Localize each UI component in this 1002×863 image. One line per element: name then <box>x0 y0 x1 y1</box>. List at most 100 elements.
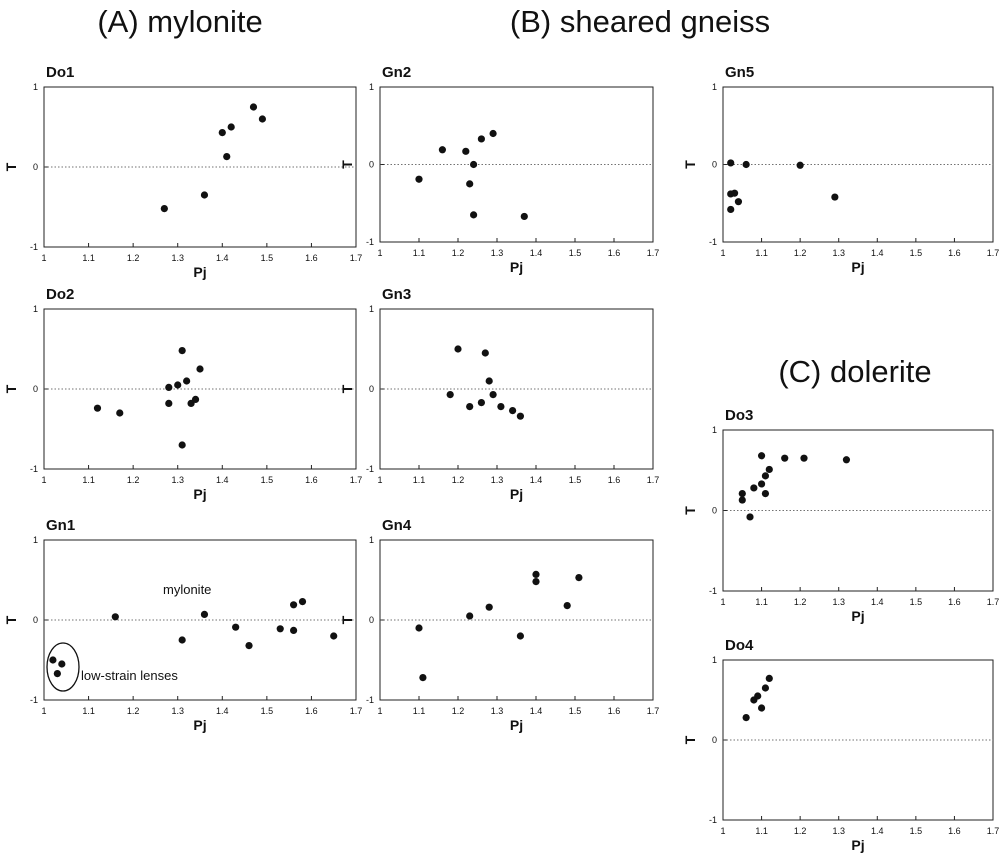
panel-title: Gn4 <box>382 517 412 534</box>
y-axis-label: T <box>339 384 355 393</box>
x-tick-label: 1.5 <box>261 706 274 716</box>
data-point <box>477 399 485 407</box>
data-point <box>746 513 754 521</box>
data-point <box>842 456 851 464</box>
x-tick-label: 1.2 <box>794 597 807 607</box>
data-point <box>200 610 209 619</box>
x-tick-label: 1.7 <box>647 475 660 485</box>
y-tick-label: 0 <box>712 160 717 170</box>
y-tick-label: 0 <box>33 384 38 394</box>
y-tick-label: 1 <box>369 535 374 545</box>
y-tick-label: -1 <box>709 586 717 596</box>
plot-frame <box>722 86 994 243</box>
data-point <box>178 347 186 355</box>
data-point <box>290 601 298 609</box>
x-tick-label: 1.7 <box>350 253 363 263</box>
data-point <box>727 159 735 167</box>
y-axis-label: T <box>682 160 698 169</box>
x-tick-label: 1.3 <box>491 248 504 258</box>
x-tick-label: 1.3 <box>171 706 184 716</box>
data-point <box>466 612 474 620</box>
data-point <box>178 441 186 449</box>
y-tick-label: 0 <box>369 615 374 625</box>
data-point <box>734 198 743 206</box>
data-point <box>532 570 540 579</box>
data-point <box>419 674 427 682</box>
x-tick-label: 1 <box>720 826 725 836</box>
data-point <box>800 454 808 462</box>
x-tick-label: 1.2 <box>127 253 140 263</box>
x-tick-label: 1.2 <box>452 248 465 258</box>
y-tick-label: -1 <box>709 815 717 825</box>
x-tick-label: 1.4 <box>530 248 543 258</box>
data-point <box>454 345 462 353</box>
x-axis-label: Pj <box>193 264 206 280</box>
x-tick-label: 1.6 <box>608 706 621 716</box>
panel-title: Do2 <box>46 286 74 303</box>
x-tick-label: 1.5 <box>261 253 274 263</box>
x-tick-label: 1.6 <box>608 248 621 258</box>
y-tick-label: 1 <box>33 535 38 545</box>
x-tick-label: 1.7 <box>987 248 1000 258</box>
data-point <box>191 395 200 403</box>
x-tick-label: 1.4 <box>871 826 884 836</box>
data-point <box>466 403 474 411</box>
data-point <box>249 103 258 111</box>
x-tick-label: 1.7 <box>350 706 363 716</box>
data-point <box>276 625 284 633</box>
x-axis-label: Pj <box>193 717 206 733</box>
data-point <box>477 135 485 143</box>
annotation-ellipse <box>46 642 80 692</box>
data-point <box>200 191 209 199</box>
data-point <box>111 613 119 621</box>
panel: Do1 Pj T 1 1.1 1.2 1.3 1.4 1.5 1.6 1.7 -1 0 1 <box>3 64 362 280</box>
x-axis-label: Pj <box>193 486 206 502</box>
data-point <box>58 660 66 668</box>
panel: Gn5 Pj T 1 1.1 1.2 1.3 1.4 1.5 1.6 1.7 -1 0 1 <box>682 64 999 275</box>
x-tick-label: 1.3 <box>491 706 504 716</box>
y-tick-label: -1 <box>30 695 38 705</box>
x-axis-label: Pj <box>510 717 523 733</box>
data-point <box>489 129 497 138</box>
y-tick-label: -1 <box>709 237 717 247</box>
data-point <box>516 412 525 420</box>
x-tick-label: 1.3 <box>491 475 504 485</box>
x-tick-label: 1.5 <box>910 597 923 607</box>
data-point <box>738 489 746 498</box>
x-tick-label: 1 <box>377 706 382 716</box>
x-axis-label: Pj <box>510 259 523 275</box>
data-point <box>174 381 182 389</box>
data-point <box>520 212 528 221</box>
data-point <box>761 684 770 692</box>
x-tick-label: 1.3 <box>832 826 845 836</box>
panel-title: Do3 <box>725 407 753 424</box>
panel-title: Gn2 <box>382 64 411 81</box>
x-tick-label: 1.4 <box>216 706 229 716</box>
data-point <box>761 489 770 498</box>
data-point <box>470 160 478 169</box>
data-point <box>781 454 789 462</box>
data-point <box>730 189 739 197</box>
data-point <box>563 602 571 610</box>
x-tick-label: 1.7 <box>647 248 660 258</box>
y-tick-label: -1 <box>30 242 38 252</box>
data-point <box>796 161 804 169</box>
data-point <box>738 496 746 504</box>
data-point <box>245 642 253 650</box>
y-tick-label: 0 <box>369 160 374 170</box>
y-tick-label: 0 <box>33 162 38 172</box>
x-tick-label: 1.6 <box>305 253 318 263</box>
data-point <box>516 632 525 640</box>
section-heading: (A) mylonite <box>97 4 262 39</box>
panel-title: Gn1 <box>46 517 75 534</box>
y-tick-label: 1 <box>33 304 38 314</box>
x-tick-label: 1 <box>720 248 725 258</box>
data-point <box>116 409 124 417</box>
x-tick-label: 1.4 <box>216 475 229 485</box>
panel: Gn1 Pj T 1 1.1 1.2 1.3 1.4 1.5 1.6 1.7 -1 0 1 mylonite… <box>3 517 362 733</box>
x-tick-label: 1.6 <box>948 826 961 836</box>
data-point <box>742 160 750 169</box>
